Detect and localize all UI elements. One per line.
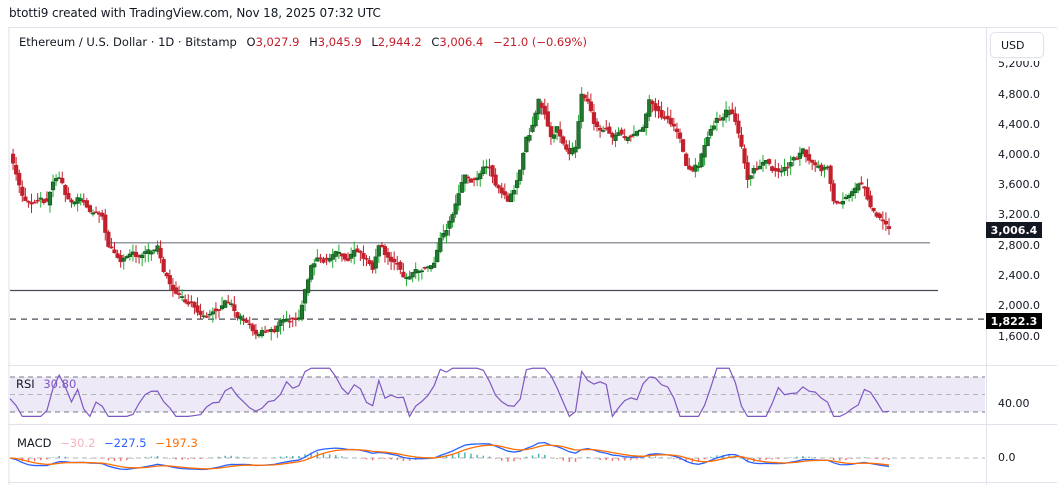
chart-frame <box>8 27 1057 485</box>
price-tick: 4,400.0 <box>998 118 1040 131</box>
price-axis-divider <box>986 28 987 485</box>
change-value: −21.0 (−0.69%) <box>492 35 587 49</box>
macd-line-value: −227.5 <box>104 436 147 450</box>
signal-line <box>9 444 890 470</box>
symbol-legend: Ethereum / U.S. Dollar · 1D · Bitstamp O… <box>19 35 587 49</box>
price-tick: 2,000.0 <box>998 299 1040 312</box>
macd-signal-value: −197.3 <box>155 436 198 450</box>
rsi-axis-tick: 40.00 <box>998 397 1030 410</box>
price-tick: 5,200.0 <box>998 57 1040 70</box>
close-value: 3,006.4 <box>439 35 484 49</box>
price-tick: 2,400.0 <box>998 269 1040 282</box>
macd-legend[interactable]: MACD −30.2 −227.5 −197.3 <box>17 436 198 450</box>
symbol-name: Ethereum / U.S. Dollar · 1D · Bitstamp <box>19 35 237 49</box>
price-tick: 2,800.0 <box>998 239 1040 252</box>
macd-label: MACD <box>17 436 52 450</box>
pane-divider-bottom <box>8 482 1057 483</box>
macd-histogram-value: −30.2 <box>60 436 96 450</box>
price-tick: 4,000.0 <box>998 148 1040 161</box>
pane-divider-rsi[interactable] <box>8 365 1057 366</box>
rsi-line <box>9 367 890 418</box>
rsi-label: RSI <box>16 377 35 391</box>
high-value: 3,045.9 <box>317 35 362 49</box>
rsi-value: 30.80 <box>43 377 77 391</box>
price-tick: 3,600.0 <box>998 178 1040 191</box>
price-tick: 3,200.0 <box>998 208 1040 221</box>
macd-line <box>9 441 890 471</box>
price-tick: 1,600.0 <box>998 330 1040 343</box>
pane-divider-macd[interactable] <box>8 424 1057 425</box>
macd-axis-tick: 0.0 <box>998 451 1016 464</box>
candles <box>10 87 892 341</box>
price-tick: 4,800.0 <box>998 88 1040 101</box>
open-value: 3,027.9 <box>255 35 300 49</box>
attribution-text: btotti9 created with TradingView.com, No… <box>9 6 381 20</box>
low-value: 2,944.2 <box>377 35 422 49</box>
level-price-tag: 1,822.3 <box>986 313 1042 329</box>
last-price-tag: 3,006.4 <box>986 222 1042 238</box>
rsi-legend[interactable]: RSI 30.80 <box>16 377 76 391</box>
currency-button[interactable]: USD <box>990 32 1044 58</box>
